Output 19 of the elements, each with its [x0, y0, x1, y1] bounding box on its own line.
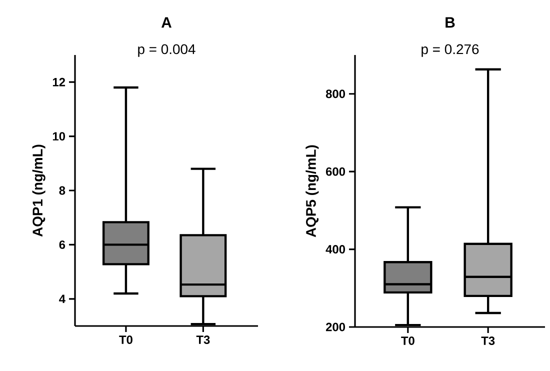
y-tick-label: 8 — [59, 186, 66, 195]
x-tick-label: T0 — [119, 336, 132, 344]
y-tick-label: 10 — [52, 132, 66, 141]
y-tick-label: 600 — [326, 167, 346, 176]
x-tick-label: T0 — [401, 336, 414, 345]
y-axis-title: AQP5 (ng/mL) — [306, 145, 319, 238]
y-tick-label: 800 — [326, 90, 346, 98]
annotation: p = 0.276 — [422, 44, 479, 57]
x-tick-label: T3 — [196, 336, 210, 344]
y-tick-label: 6 — [59, 240, 66, 249]
y-axis-title: AQP1 (ng/mL) — [32, 144, 46, 237]
y-tick-label: 4 — [59, 294, 66, 304]
y-tick-label: 400 — [326, 245, 346, 254]
chart-title: A — [161, 17, 172, 28]
x-tick-label: T3 — [481, 336, 495, 345]
chart-title: B — [446, 17, 455, 28]
y-tick-label: 200 — [326, 322, 346, 332]
annotation: p = 0.004 — [138, 44, 196, 57]
y-tick-label: 12 — [52, 78, 66, 86]
